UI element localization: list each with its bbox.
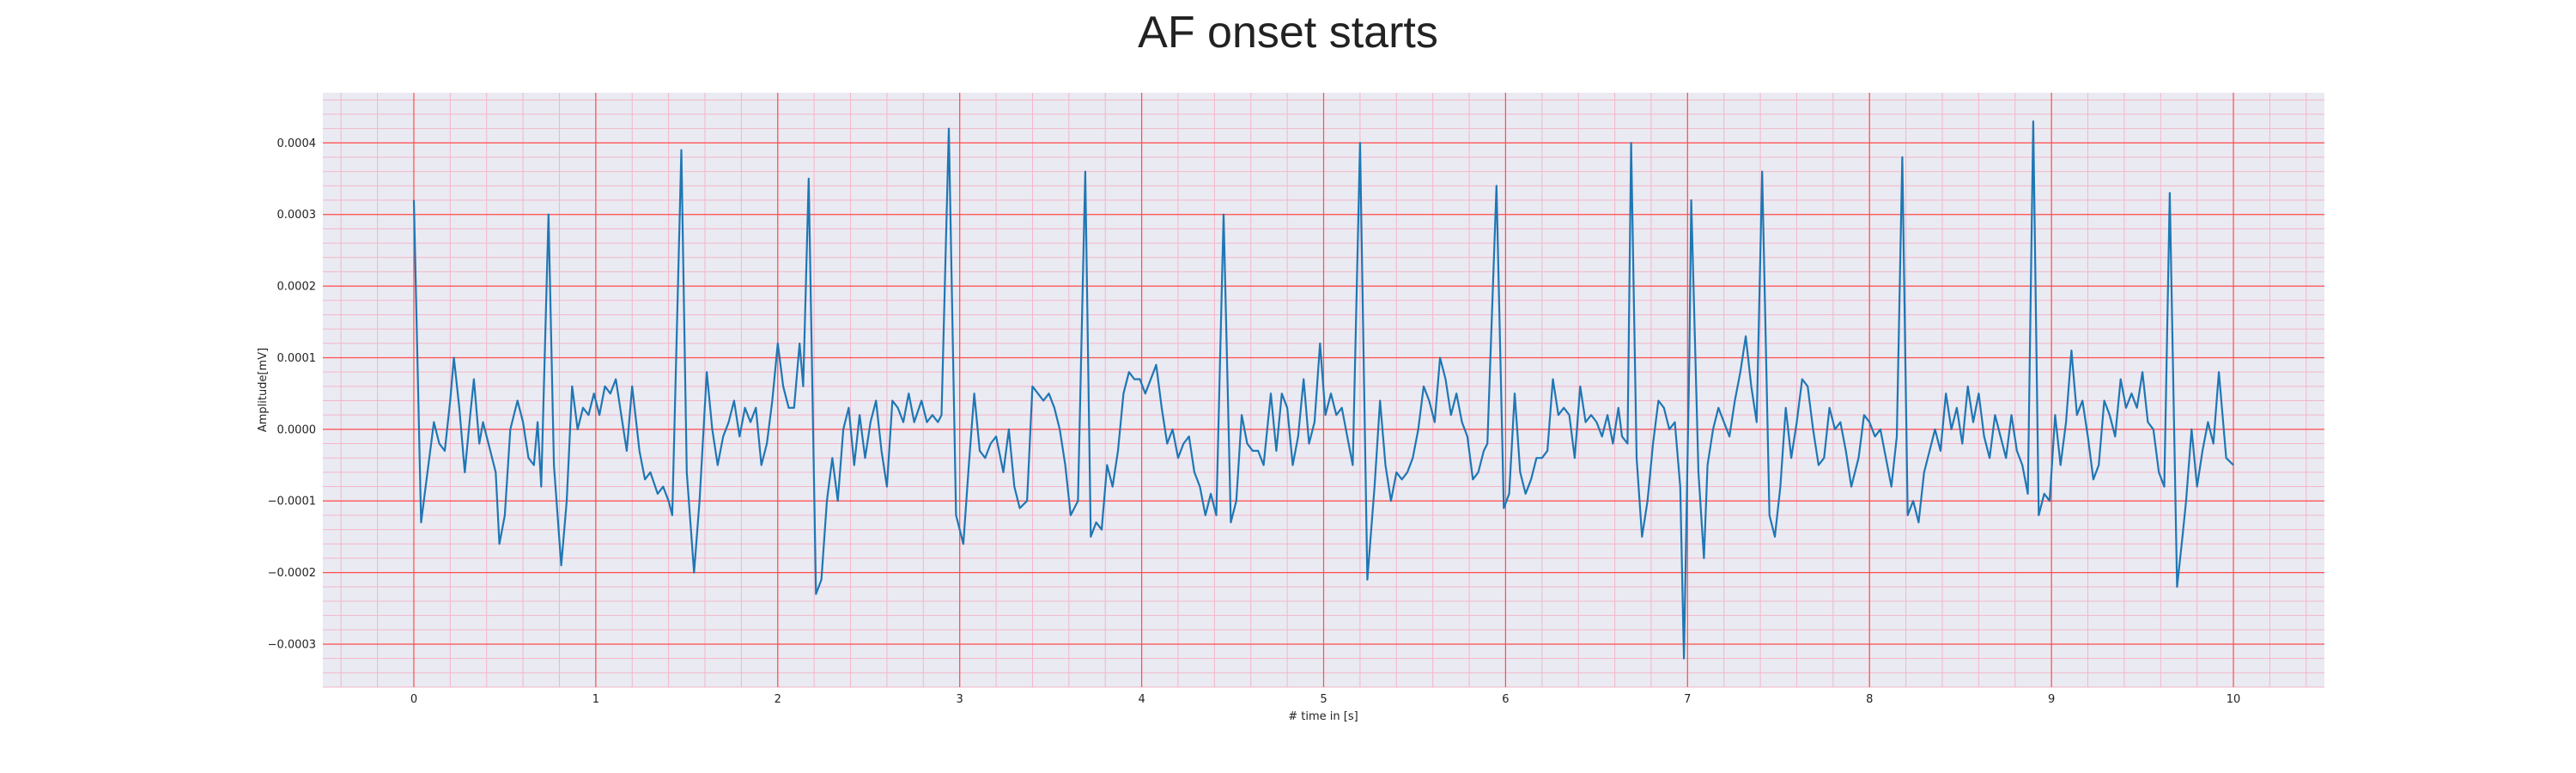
y-tick-label: 0.0000 bbox=[277, 423, 317, 436]
x-tick-label: 9 bbox=[2048, 693, 2055, 706]
signal-line bbox=[412, 120, 2234, 660]
y-tick-label: 0.0001 bbox=[277, 352, 317, 365]
y-axis-label: Amplitude[mV] bbox=[257, 348, 270, 432]
y-tick-labels: −0.0003 −0.0002 −0.0001 0.0000 0.0001 0.0002 0… bbox=[268, 137, 316, 652]
x-tick-label: 4 bbox=[1138, 693, 1145, 706]
x-tick-label: 3 bbox=[957, 693, 963, 706]
x-tick-label: 1 bbox=[592, 693, 599, 706]
y-tick-label: −0.0001 bbox=[268, 496, 316, 508]
x-tick-label: 8 bbox=[1866, 693, 1873, 706]
x-tick-label: 5 bbox=[1320, 693, 1327, 706]
x-tick-label: 2 bbox=[775, 693, 781, 706]
x-axis-label: # time in [s] bbox=[1288, 710, 1358, 723]
x-tick-label: 6 bbox=[1502, 693, 1509, 706]
x-tick-label: 10 bbox=[2227, 693, 2241, 706]
series-layer bbox=[412, 120, 2234, 660]
major-grid bbox=[323, 93, 2324, 687]
y-tick-label: 0.0002 bbox=[277, 281, 317, 294]
y-tick-label: 0.0003 bbox=[277, 209, 317, 222]
y-tick-label: −0.0002 bbox=[268, 567, 316, 580]
y-tick-label: −0.0003 bbox=[268, 638, 316, 651]
x-tick-label: 7 bbox=[1684, 693, 1691, 706]
x-tick-label: 0 bbox=[410, 693, 417, 706]
chart-title: AF onset starts bbox=[1138, 8, 1438, 58]
x-tick-labels: 0 1 2 3 4 5 6 7 8 9 10 bbox=[410, 693, 2241, 706]
y-tick-label: 0.0004 bbox=[277, 137, 317, 150]
